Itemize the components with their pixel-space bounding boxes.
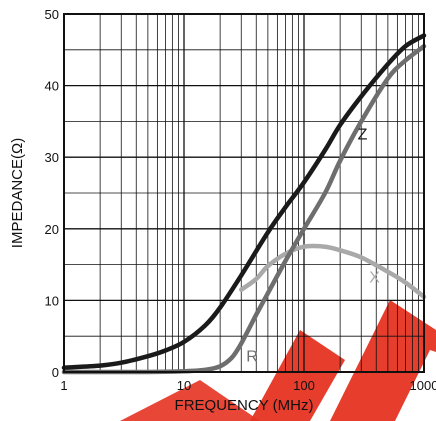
watermark-shape: [330, 300, 436, 421]
watermark-logo: [120, 300, 436, 421]
series-line-z: [61, 33, 427, 370]
y-axis-title: IMPEDANCE(Ω): [9, 138, 26, 248]
x-tick-label: 100: [293, 378, 315, 393]
y-tick-label: 0: [52, 365, 59, 380]
x-axis-title: FREQUENCY (MHz): [175, 397, 314, 414]
x-tick-labels: 1 10 100 1000: [60, 378, 436, 393]
series-line-r: [61, 43, 427, 375]
series-line-x: [239, 243, 427, 300]
y-tick-label: 10: [45, 293, 59, 308]
series-layer: [61, 33, 427, 375]
watermark-shape: [120, 380, 260, 421]
y-tick-label: 20: [45, 222, 59, 237]
watermark-shape: [395, 350, 436, 421]
y-tick-label: 50: [45, 7, 59, 22]
y-tick-labels: 0 10 20 30 40 50: [45, 7, 59, 380]
grid-lines: [64, 14, 424, 372]
x-tick-label: 1000: [410, 378, 436, 393]
curve-label-r: R: [246, 348, 258, 365]
y-tick-label: 40: [45, 79, 59, 94]
x-tick-label: 1: [60, 378, 67, 393]
curve-labels: Z R X: [246, 126, 380, 365]
curve-label-z: Z: [358, 126, 368, 143]
watermark-shape: [250, 330, 345, 421]
y-tick-label: 30: [45, 150, 59, 165]
x-tick-label: 10: [177, 378, 191, 393]
curve-label-x: X: [369, 270, 380, 287]
plot-frame: [63, 13, 425, 373]
